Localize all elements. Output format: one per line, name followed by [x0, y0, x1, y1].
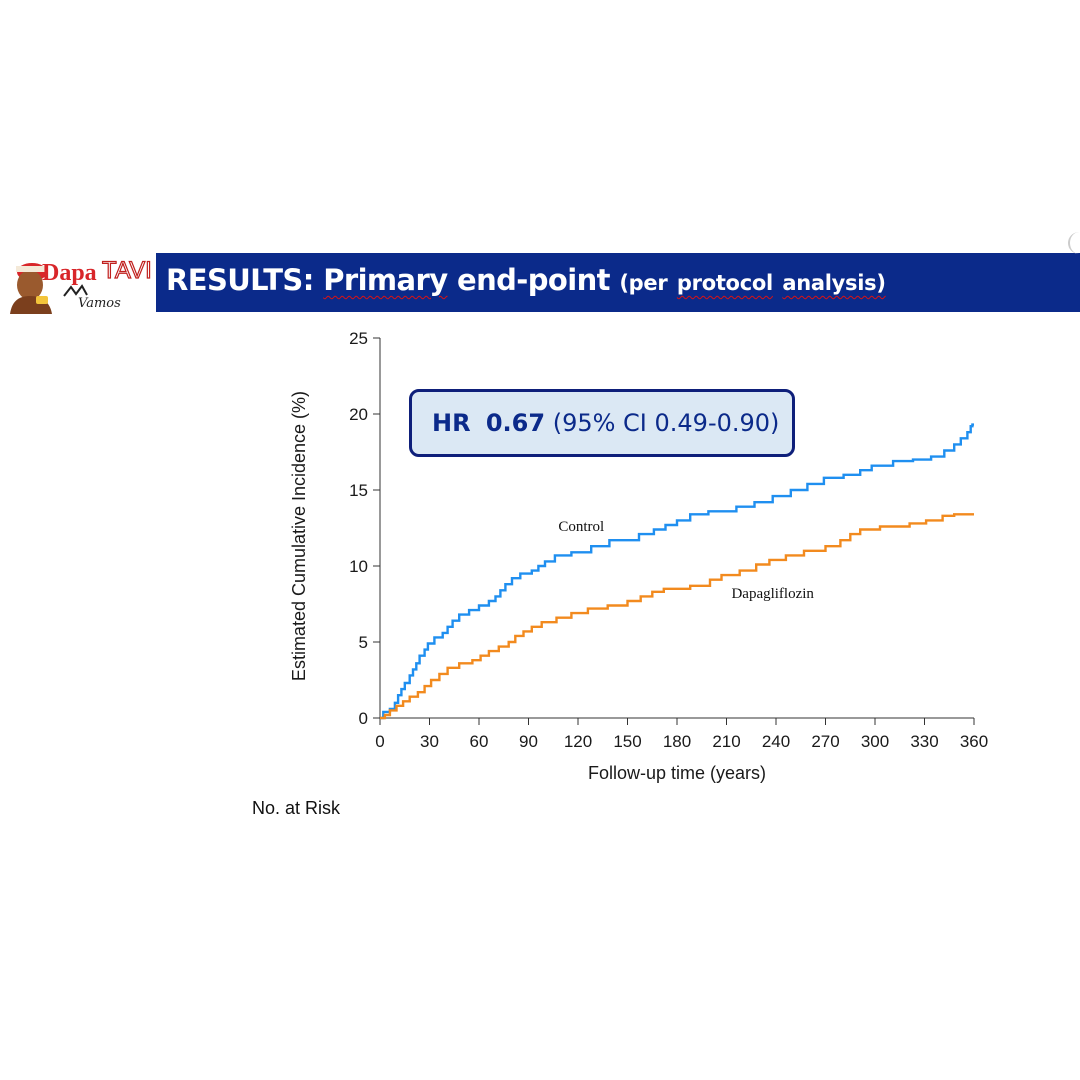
logo-headband-stripe: [16, 266, 48, 272]
title-analysis: analysis): [782, 271, 886, 295]
x-tick-label: 330: [910, 732, 938, 751]
x-tick-label: 30: [420, 732, 439, 751]
hr-value: 0.67: [485, 409, 546, 437]
y-tick-label: 25: [349, 329, 368, 348]
chart-labels: Control Dapagliflozin: [558, 519, 814, 602]
y-tick-label: 20: [349, 405, 368, 424]
logo-wristband: [36, 296, 48, 304]
no-at-risk-label: No. at Risk: [252, 798, 341, 817]
x-tick-label: 270: [811, 732, 839, 751]
slide-title: RESULTS: Primary end-point (per protocol…: [166, 263, 886, 297]
title-banner: RESULTS: Primary end-point (per protocol…: [156, 253, 1080, 312]
x-tick-label: 210: [712, 732, 740, 751]
logo-text-vamos: Vamos: [78, 296, 121, 311]
chart-axes: 0 5 10 15 20 25 0 30 60 90 120 150 180 210 240 270 300 33…: [289, 329, 988, 783]
title-results: RESULTS:: [166, 263, 314, 297]
dapatavi-logo: Dapa TAVI Vamos: [6, 252, 156, 314]
title-endpoint: end-point: [457, 263, 610, 297]
chart-series: [380, 423, 974, 720]
logo-face: [17, 270, 43, 300]
y-axis-title: Estimated Cumulative Incidence (%): [289, 391, 309, 681]
series-line-dapagliflozin: [380, 513, 974, 720]
x-tick-label: 0: [375, 732, 384, 751]
logo-text-dapa: Dapa: [42, 260, 97, 286]
y-tick-label: 10: [349, 557, 368, 576]
y-tick-label: 15: [349, 481, 368, 500]
logo-bull-icon: [63, 284, 88, 297]
hazard-ratio-box: HR 0.67 (95% CI 0.49-0.90): [409, 389, 795, 457]
x-tick-label: 150: [613, 732, 641, 751]
edge-decoration: [1068, 232, 1080, 254]
x-tick-label: 60: [470, 732, 489, 751]
title-per: (per: [619, 271, 668, 295]
x-tick-label: 360: [960, 732, 988, 751]
series-line-control: [380, 423, 974, 720]
x-tick-label: 240: [762, 732, 790, 751]
x-tick-label: 90: [519, 732, 538, 751]
x-tick-label: 180: [663, 732, 691, 751]
logo-text-tavi: TAVI: [102, 257, 152, 284]
title-primary: Primary: [323, 263, 448, 297]
y-tick-label: 0: [359, 709, 368, 728]
y-tick-label: 5: [359, 633, 368, 652]
series-label-dapagliflozin: Dapagliflozin: [731, 586, 814, 602]
logo-graphic: Dapa TAVI Vamos: [10, 256, 152, 314]
hr-confidence-interval: (95% CI 0.49-0.90): [552, 409, 780, 437]
hr-label: HR: [432, 409, 471, 437]
x-axis-title: Follow-up time (years): [588, 763, 766, 783]
x-tick-label: 300: [861, 732, 889, 751]
series-label-control: Control: [558, 519, 604, 535]
title-protocol: protocol: [676, 271, 773, 295]
x-tick-label: 120: [564, 732, 592, 751]
